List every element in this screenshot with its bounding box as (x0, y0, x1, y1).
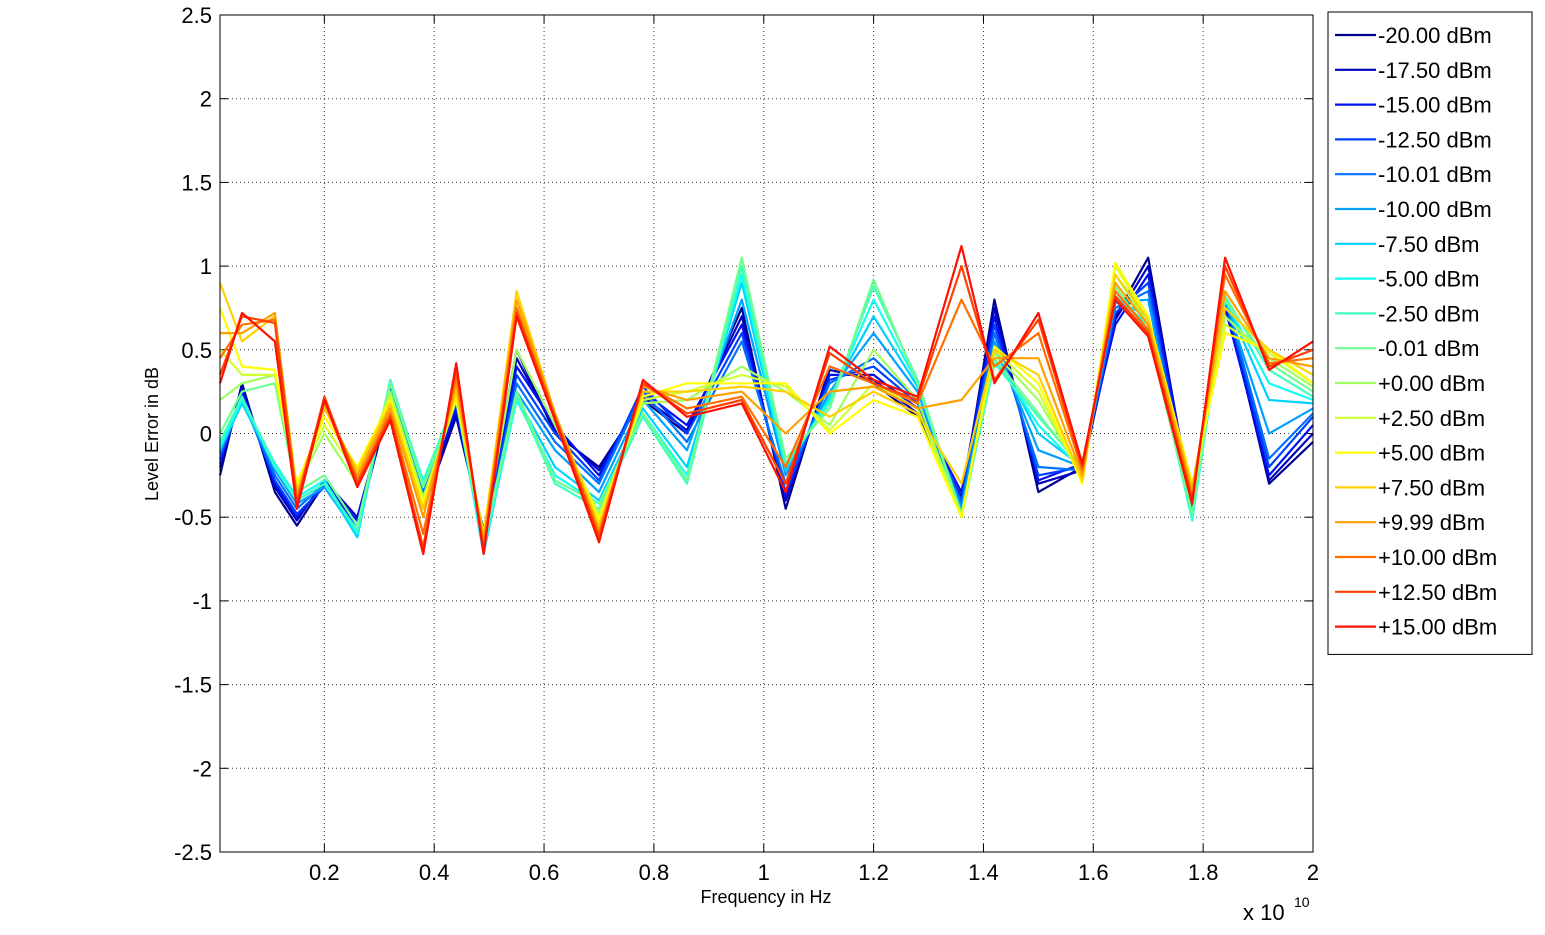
legend-label: +9.99 dBm (1378, 510, 1485, 535)
legend-label: -10.01 dBm (1378, 162, 1492, 187)
y-axis-label: Level Error in dB (142, 367, 162, 501)
legend-label: -0.01 dBm (1378, 336, 1480, 361)
data-line (218, 244, 1314, 556)
x-tick-label: 1 (758, 860, 770, 885)
data-line (218, 273, 1314, 539)
x-tick-label: 1.8 (1188, 860, 1219, 885)
y-tick-label: 0 (200, 422, 212, 447)
legend-label: +15.00 dBm (1378, 615, 1497, 640)
legend-label: -7.50 dBm (1378, 232, 1480, 257)
legend-label: +10.00 dBm (1378, 545, 1497, 570)
y-tick-label: 2.5 (181, 3, 212, 28)
y-tick-label: -0.5 (174, 505, 212, 530)
legend-label: -12.50 dBm (1378, 127, 1492, 152)
legend-label: -5.00 dBm (1378, 267, 1480, 292)
plot-frame (219, 14, 1314, 853)
legend-label: -17.50 dBm (1378, 58, 1492, 83)
x-tick-label: 0.6 (529, 860, 560, 885)
x-tick-label: 0.8 (639, 860, 670, 885)
y-tick-label: -2.5 (174, 840, 212, 865)
x-tick-label: 0.4 (419, 860, 450, 885)
legend-label: -10.00 dBm (1378, 197, 1492, 222)
legend-label: +2.50 dBm (1378, 406, 1485, 431)
legend-label: +5.00 dBm (1378, 441, 1485, 466)
y-tick-label: 0.5 (181, 338, 212, 363)
x-tick-label: 1.6 (1078, 860, 1109, 885)
x-multiplier: x 10 (1243, 900, 1285, 925)
y-tick-label: -2 (192, 756, 212, 781)
y-tick-label: -1 (192, 589, 212, 614)
legend-box (1327, 11, 1533, 655)
x-tick-label: 1.2 (858, 860, 889, 885)
x-multiplier-exponent: 10 (1294, 894, 1310, 910)
legend-label: -2.50 dBm (1378, 301, 1480, 326)
y-tick-label: 1 (200, 254, 212, 279)
legend-label: +12.50 dBm (1378, 580, 1497, 605)
legend-label: +0.00 dBm (1378, 371, 1485, 396)
data-line (220, 281, 1314, 544)
data-line (218, 265, 1314, 552)
legend-label: -20.00 dBm (1378, 23, 1492, 48)
x-tick-label: 2 (1307, 860, 1319, 885)
y-tick-label: -1.5 (174, 673, 212, 698)
x-axis-label: Frequency in Hz (700, 887, 831, 907)
legend-label: +7.50 dBm (1378, 475, 1485, 500)
legend-label: -15.00 dBm (1378, 93, 1492, 118)
y-tick-label: 1.5 (181, 170, 212, 195)
x-tick-label: 0.2 (309, 860, 340, 885)
x-tick-label: 1.4 (968, 860, 999, 885)
data-line (219, 256, 1314, 544)
y-tick-label: 2 (200, 87, 212, 112)
